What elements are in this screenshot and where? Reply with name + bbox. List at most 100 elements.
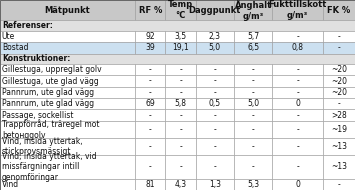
Bar — [272, 87, 323, 98]
Bar — [165, 42, 196, 54]
Text: Ute: Ute — [2, 32, 15, 41]
Text: -: - — [149, 65, 152, 74]
Text: ~13: ~13 — [331, 142, 347, 151]
Bar — [135, 121, 165, 138]
Text: Referenser:: Referenser: — [2, 21, 53, 30]
Text: -: - — [213, 88, 216, 97]
Bar — [272, 138, 323, 155]
Text: -: - — [296, 125, 299, 134]
Text: -: - — [252, 125, 255, 134]
Bar — [135, 109, 165, 121]
Bar — [323, 75, 355, 87]
Text: Vind: Vind — [2, 180, 19, 189]
Text: ~19: ~19 — [331, 125, 347, 134]
Text: Vind, insida yttertak, vid
missfärgningar intill
genomföringar: Vind, insida yttertak, vid missfärgninga… — [2, 152, 97, 182]
Bar — [165, 138, 196, 155]
Text: Vind, insida yttertak,
stickprovsmässigt: Vind, insida yttertak, stickprovsmässigt — [2, 137, 82, 156]
Bar — [234, 155, 272, 179]
Text: 6,5: 6,5 — [247, 43, 259, 52]
Bar — [323, 121, 355, 138]
Text: -: - — [252, 142, 255, 151]
Text: Pannrum, ute glad vägg: Pannrum, ute glad vägg — [2, 99, 94, 108]
Bar — [196, 0, 234, 20]
Bar — [196, 121, 234, 138]
Bar — [272, 155, 323, 179]
Text: 81: 81 — [146, 180, 155, 189]
Bar — [135, 75, 165, 87]
Bar — [165, 98, 196, 109]
Bar — [0, 54, 355, 64]
Bar — [135, 87, 165, 98]
Bar — [135, 138, 165, 155]
Bar — [0, 42, 135, 54]
Bar — [135, 64, 165, 75]
Bar — [165, 155, 196, 179]
Bar — [234, 64, 272, 75]
Bar — [0, 64, 135, 75]
Text: -: - — [213, 65, 216, 74]
Text: -: - — [149, 162, 152, 172]
Text: 69: 69 — [146, 99, 155, 108]
Bar — [135, 179, 165, 190]
Text: Pannrum, ute glad vägg: Pannrum, ute glad vägg — [2, 88, 94, 97]
Text: -: - — [338, 32, 340, 41]
Text: -: - — [296, 32, 299, 41]
Bar — [0, 109, 135, 121]
Bar — [323, 31, 355, 42]
Bar — [196, 98, 234, 109]
Text: ~13: ~13 — [331, 162, 347, 172]
Bar — [196, 75, 234, 87]
Bar — [323, 109, 355, 121]
Text: 4,3: 4,3 — [174, 180, 187, 189]
Bar — [0, 98, 135, 109]
Text: -: - — [296, 142, 299, 151]
Bar — [0, 155, 135, 179]
Text: 1,3: 1,3 — [209, 180, 221, 189]
Text: 2,3: 2,3 — [209, 32, 221, 41]
Text: 5,3: 5,3 — [247, 180, 259, 189]
Bar — [323, 179, 355, 190]
Text: Ånghalt
g/m³: Ånghalt g/m³ — [235, 0, 272, 21]
Bar — [165, 75, 196, 87]
Text: -: - — [179, 88, 182, 97]
Text: -: - — [338, 180, 340, 189]
Bar — [272, 75, 323, 87]
Text: -: - — [252, 111, 255, 120]
Bar — [0, 179, 135, 190]
Bar — [323, 155, 355, 179]
Text: 5,0: 5,0 — [247, 99, 259, 108]
Bar — [135, 155, 165, 179]
Text: Temp
°C: Temp °C — [168, 0, 193, 20]
Text: -: - — [179, 142, 182, 151]
Bar — [272, 42, 323, 54]
Text: Konstruktioner:: Konstruktioner: — [2, 54, 70, 63]
Text: 0,5: 0,5 — [209, 99, 221, 108]
Bar — [165, 64, 196, 75]
Bar — [323, 42, 355, 54]
Text: 5,0: 5,0 — [209, 43, 221, 52]
Text: Daggpunkt: Daggpunkt — [189, 6, 241, 15]
Bar — [165, 31, 196, 42]
Bar — [165, 87, 196, 98]
Text: >28: >28 — [331, 111, 347, 120]
Text: -: - — [179, 111, 182, 120]
Text: -: - — [213, 125, 216, 134]
Text: 5,8: 5,8 — [175, 99, 186, 108]
Text: Bostad: Bostad — [2, 43, 28, 52]
Text: Gillestuga, uppreglat golv: Gillestuga, uppreglat golv — [2, 65, 102, 74]
Bar — [0, 0, 135, 20]
Text: -: - — [252, 88, 255, 97]
Text: -: - — [338, 43, 340, 52]
Text: Passage, sockellist: Passage, sockellist — [2, 111, 73, 120]
Bar — [234, 0, 272, 20]
Text: 0: 0 — [295, 180, 300, 189]
Bar — [234, 75, 272, 87]
Bar — [323, 0, 355, 20]
Text: -: - — [179, 77, 182, 86]
Text: -: - — [252, 65, 255, 74]
Bar — [234, 98, 272, 109]
Text: Gillestuga, ute glad vägg: Gillestuga, ute glad vägg — [2, 77, 99, 86]
Bar — [196, 138, 234, 155]
Bar — [234, 42, 272, 54]
Text: -: - — [179, 125, 182, 134]
